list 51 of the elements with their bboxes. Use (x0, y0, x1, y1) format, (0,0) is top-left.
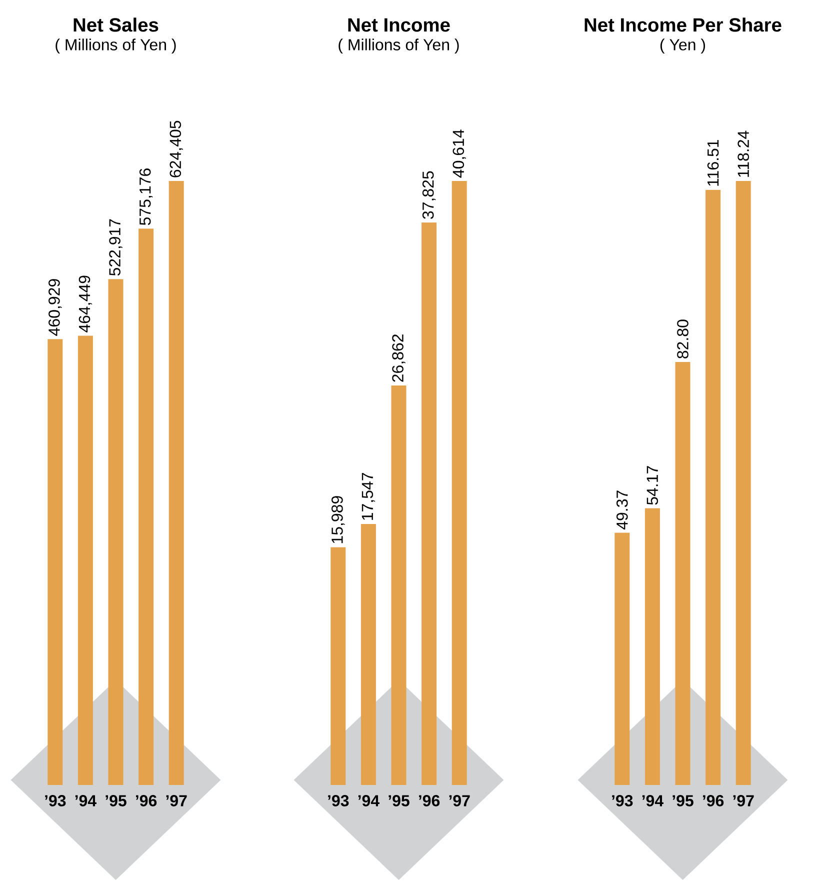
chart-title: Net Income (348, 18, 450, 32)
x-tick-label: ’93 (328, 795, 349, 806)
bar (706, 190, 721, 785)
chart-subtitle: ( Millions of Yen ) (338, 38, 459, 54)
data-label: 118.24 (738, 130, 749, 177)
x-tick-label: ’95 (106, 795, 126, 806)
x-tick-label: ’97 (166, 795, 187, 806)
data-label: 37,825 (422, 171, 436, 219)
bar (168, 180, 184, 785)
data-label: 624,405 (170, 120, 183, 178)
data-label: 54.17 (646, 466, 658, 505)
data-label: 17,547 (362, 472, 375, 520)
x-tick-label: ’93 (612, 795, 633, 806)
data-label: 26,862 (392, 334, 406, 382)
bar (736, 181, 751, 785)
x-tick-label: ’96 (703, 795, 724, 806)
bar (644, 508, 660, 785)
bar (422, 222, 437, 785)
data-label: 15,989 (332, 496, 345, 544)
chart-title: Net Income Per Share (584, 18, 782, 32)
data-label: 522,917 (109, 219, 122, 276)
data-label: 49.37 (616, 490, 628, 530)
x-tick-label: ’95 (672, 795, 694, 806)
x-tick-label: ’96 (419, 795, 440, 806)
bar (108, 279, 124, 785)
x-tick-label: ’97 (733, 795, 754, 806)
data-label: 40,614 (452, 130, 466, 178)
data-label: 575,176 (139, 168, 153, 226)
bar (330, 547, 346, 785)
data-label: 116.51 (707, 140, 719, 186)
bar (48, 339, 63, 785)
bar (675, 362, 690, 785)
data-label: 82.80 (677, 320, 688, 358)
x-tick-label: ’95 (388, 795, 410, 806)
chart-title: Net Sales (74, 18, 158, 32)
bar (360, 524, 376, 785)
x-tick-label: ’97 (449, 795, 470, 806)
bar (138, 228, 154, 785)
data-label: 460,929 (48, 279, 62, 336)
x-tick-label: ’94 (642, 795, 664, 806)
chart-subtitle: ( Millions of Yen ) (56, 38, 176, 54)
x-tick-label: ’94 (358, 795, 380, 806)
x-tick-label: ’96 (136, 795, 157, 806)
bar (614, 532, 630, 785)
bar (78, 336, 93, 785)
bar (452, 181, 467, 785)
data-label: 464,449 (78, 276, 92, 332)
bar (391, 386, 406, 785)
chart-subtitle: ( Yen ) (660, 38, 705, 54)
x-tick-label: ’94 (75, 795, 96, 806)
x-tick-label: ’93 (45, 795, 66, 806)
